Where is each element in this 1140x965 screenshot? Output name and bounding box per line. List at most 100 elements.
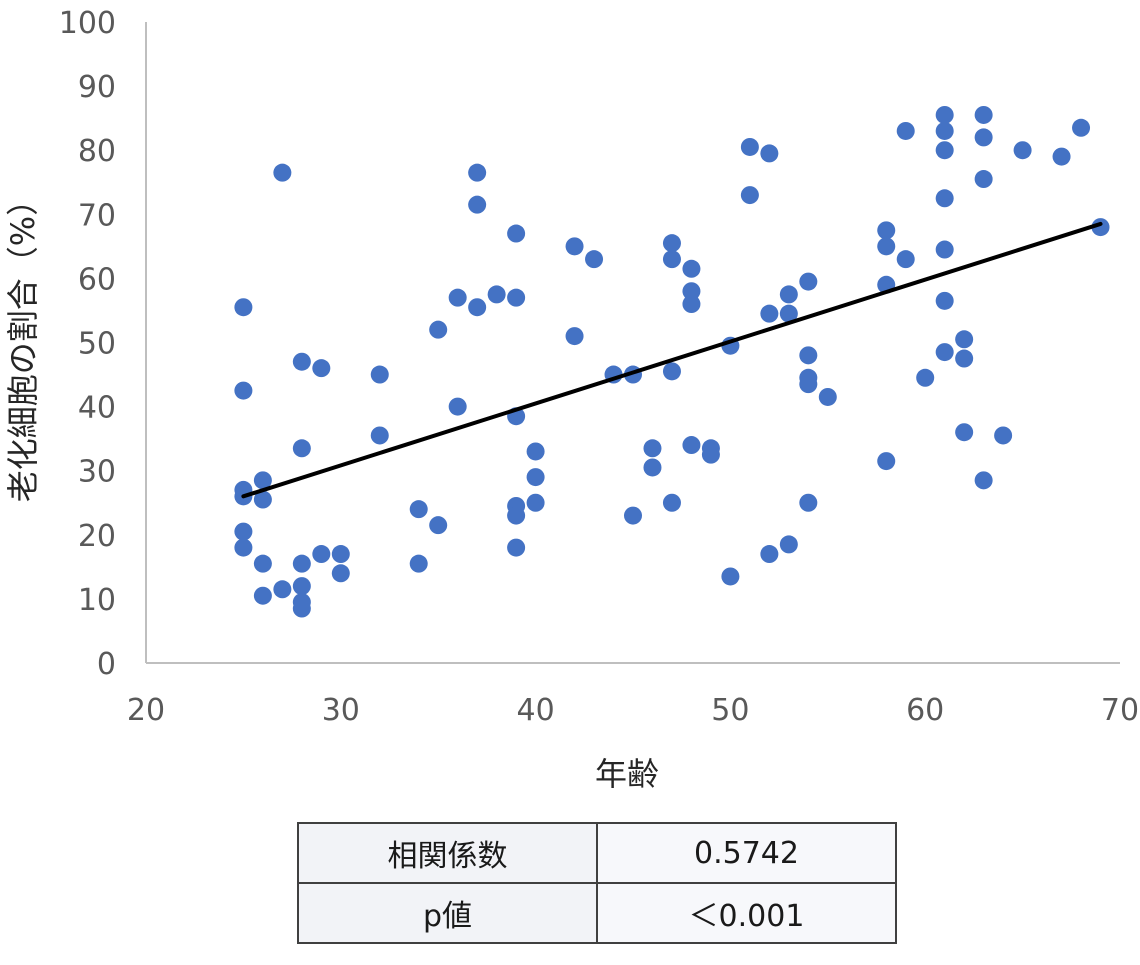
data-point xyxy=(234,538,253,557)
x-tick-label: 20 xyxy=(127,693,165,728)
data-point xyxy=(507,506,526,525)
data-point xyxy=(487,285,506,304)
data-point xyxy=(760,144,779,163)
p-value-value: ＜0.001 xyxy=(596,882,897,944)
data-point xyxy=(916,368,935,387)
data-point xyxy=(643,439,662,458)
data-point xyxy=(799,272,818,291)
data-point xyxy=(273,580,292,599)
data-point xyxy=(779,304,798,323)
data-point xyxy=(1052,147,1071,166)
x-tick-label: 70 xyxy=(1101,693,1139,728)
correlation-label: 相関係数 xyxy=(297,822,598,884)
data-point xyxy=(896,121,915,140)
data-point xyxy=(974,471,993,490)
data-point xyxy=(935,141,954,160)
data-point xyxy=(701,445,720,464)
data-point xyxy=(935,105,954,124)
y-tick-label: 40 xyxy=(78,391,116,426)
y-tick-label: 60 xyxy=(78,262,116,297)
data-point xyxy=(760,304,779,323)
table-row: 相関係数 0.5742 xyxy=(297,822,897,884)
data-point xyxy=(585,250,604,269)
data-point xyxy=(273,163,292,182)
data-point xyxy=(507,288,526,307)
y-tick-label: 50 xyxy=(78,327,116,362)
data-point xyxy=(662,234,681,253)
data-point xyxy=(955,330,974,349)
data-point xyxy=(935,343,954,362)
y-tick-label: 30 xyxy=(78,455,116,490)
data-point xyxy=(526,493,545,512)
data-point xyxy=(779,535,798,554)
data-point xyxy=(468,163,487,182)
data-point xyxy=(292,599,311,618)
scatter-chart: 0 10 20 30 40 50 60 70 80 90 100 20 30 40 50 60 70 年齢 老化… xyxy=(4,6,1139,793)
data-point xyxy=(292,352,311,371)
y-tick-label: 10 xyxy=(78,583,116,618)
data-point xyxy=(955,349,974,368)
data-point xyxy=(234,522,253,541)
data-point xyxy=(799,346,818,365)
data-point xyxy=(565,237,584,256)
data-point xyxy=(935,189,954,208)
trendline xyxy=(241,221,1103,499)
y-axis-label: 老化細胞の割合（%） xyxy=(4,184,42,502)
data-point xyxy=(409,500,428,519)
data-point xyxy=(682,436,701,455)
x-tick-label: 30 xyxy=(322,693,360,728)
data-point xyxy=(955,423,974,442)
x-tick-label: 60 xyxy=(906,693,944,728)
y-tick-label: 0 xyxy=(97,647,116,682)
y-tick-label: 20 xyxy=(78,519,116,554)
data-point xyxy=(429,516,448,535)
data-point xyxy=(234,298,253,317)
data-point xyxy=(429,320,448,339)
data-point xyxy=(234,381,253,400)
data-point xyxy=(370,365,389,384)
data-point xyxy=(1091,218,1110,237)
data-point xyxy=(760,545,779,564)
data-point xyxy=(877,237,896,256)
data-point xyxy=(877,221,896,240)
data-point xyxy=(974,170,993,189)
data-point xyxy=(253,490,272,509)
data-point xyxy=(370,426,389,445)
data-point xyxy=(682,282,701,301)
data-point xyxy=(448,288,467,307)
data-point xyxy=(253,586,272,605)
data-point xyxy=(507,224,526,243)
data-point xyxy=(662,493,681,512)
data-point xyxy=(779,285,798,304)
data-point xyxy=(740,137,759,156)
data-point xyxy=(877,452,896,471)
axes: 0 10 20 30 40 50 60 70 80 90 100 20 30 40 50 60 70 xyxy=(59,6,1139,728)
data-point xyxy=(624,506,642,525)
trendline-group xyxy=(241,221,1103,499)
x-axis-label: 年齢 xyxy=(595,755,659,793)
data-point xyxy=(935,291,954,310)
data-point xyxy=(662,362,681,381)
data-point xyxy=(292,577,311,596)
data-point xyxy=(409,554,428,573)
data-point xyxy=(643,458,662,477)
data-point xyxy=(253,471,272,490)
data-point xyxy=(974,105,993,124)
data-point xyxy=(662,250,681,269)
data-point xyxy=(331,545,350,564)
y-tick-label: 80 xyxy=(78,134,116,169)
data-point xyxy=(682,295,701,314)
data-point xyxy=(468,298,487,317)
data-point xyxy=(292,439,311,458)
data-point xyxy=(526,442,545,461)
data-point xyxy=(740,186,759,205)
y-tick-label: 70 xyxy=(78,198,116,233)
data-points xyxy=(234,105,1110,618)
statistics-table: 相関係数 0.5742 p値 ＜0.001 xyxy=(297,822,897,944)
p-value-label: p値 xyxy=(297,882,598,944)
data-point xyxy=(935,121,954,140)
data-point xyxy=(468,195,487,214)
x-tick-label: 40 xyxy=(517,693,555,728)
data-point xyxy=(799,375,818,394)
data-point xyxy=(312,359,331,378)
